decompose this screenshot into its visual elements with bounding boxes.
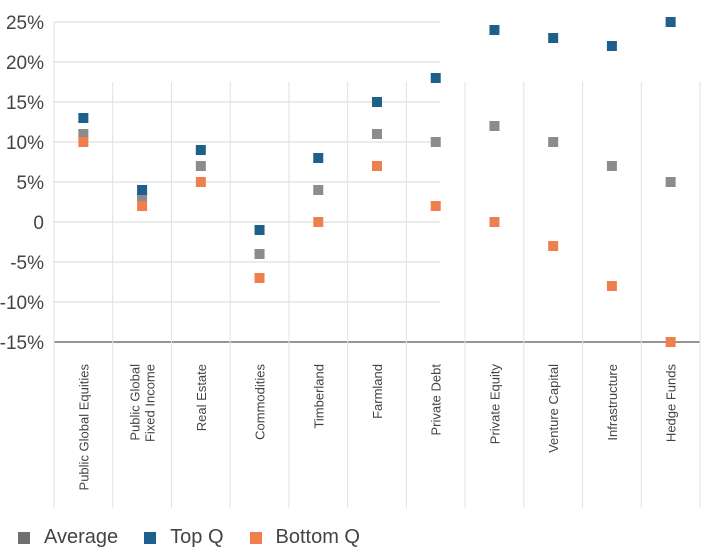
point-top-q xyxy=(137,185,148,195)
category-label: Real Estate xyxy=(194,364,209,431)
data-points xyxy=(78,17,676,347)
point-bottom-q xyxy=(548,241,559,251)
category-label: Public GlobalFixed Income xyxy=(128,364,158,442)
y-tick-label: 15% xyxy=(6,93,44,114)
y-tick-label: -10% xyxy=(0,293,44,314)
point-average xyxy=(548,137,559,147)
legend-item-average: Average xyxy=(18,526,118,549)
point-top-q xyxy=(78,113,89,123)
legend-item-top-q: Top Q xyxy=(144,526,224,549)
point-top-q xyxy=(548,33,559,43)
category-labels: Public Global Equities Public GlobalFixed… xyxy=(76,364,678,491)
gridlines xyxy=(53,21,701,508)
point-top-q xyxy=(606,41,617,51)
y-axis-ticks: 25% 20% 15% 10% 5% 0 -5% -10% -15% xyxy=(0,13,44,354)
legend-label-top-q: Top Q xyxy=(170,526,224,548)
category-label: Private Debt xyxy=(429,364,444,436)
y-tick-label: 25% xyxy=(6,13,44,34)
point-bottom-q xyxy=(430,201,441,211)
point-average xyxy=(489,121,500,131)
legend-item-bottom-q: Bottom Q xyxy=(249,526,360,549)
point-bottom-q xyxy=(254,273,265,283)
legend-swatch-bottom-q xyxy=(249,531,262,544)
category-label: Public Global Equities xyxy=(76,364,91,491)
point-bottom-q xyxy=(372,161,382,171)
category-label: Private Equity xyxy=(487,364,502,445)
legend-swatch-top-q xyxy=(144,531,157,544)
point-bottom-q xyxy=(606,281,617,291)
point-average xyxy=(606,161,617,171)
point-average xyxy=(430,137,441,147)
point-top-q xyxy=(195,145,206,155)
category-label: Timberland xyxy=(311,364,326,429)
category-label: Venture Capital xyxy=(546,364,561,453)
point-top-q xyxy=(665,17,676,27)
point-bottom-q xyxy=(313,217,324,227)
point-average xyxy=(195,161,206,171)
point-average xyxy=(372,129,382,139)
point-bottom-q xyxy=(78,137,89,147)
legend-swatch-average xyxy=(18,531,30,544)
category-label: Infrastructure xyxy=(605,364,620,441)
y-tick-label: 0 xyxy=(33,213,44,234)
y-tick-label: 10% xyxy=(6,133,44,154)
point-top-q xyxy=(430,73,441,83)
y-tick-label: 20% xyxy=(6,53,44,74)
point-top-q xyxy=(313,153,324,163)
point-average xyxy=(137,193,148,203)
legend-label-bottom-q: Bottom Q xyxy=(275,526,360,548)
point-bottom-q xyxy=(665,337,676,347)
point-average xyxy=(665,177,676,187)
y-tick-label: 5% xyxy=(17,173,45,194)
y-tick-label: -15% xyxy=(0,333,44,354)
y-tick-label: -5% xyxy=(10,253,44,274)
point-average xyxy=(254,249,265,259)
legend: Average Top Q Bottom Q xyxy=(18,526,386,549)
category-label: Farmland xyxy=(370,364,385,419)
legend-label-average: Average xyxy=(44,526,119,548)
category-label: Commodities xyxy=(253,364,268,440)
point-average xyxy=(313,185,324,195)
point-top-q xyxy=(254,225,265,235)
category-label: Hedge Funds xyxy=(664,364,679,443)
point-bottom-q xyxy=(137,201,148,211)
point-top-q xyxy=(489,25,500,35)
point-average xyxy=(78,129,89,139)
point-top-q xyxy=(372,97,382,107)
point-bottom-q xyxy=(489,217,500,227)
point-bottom-q xyxy=(195,177,206,187)
